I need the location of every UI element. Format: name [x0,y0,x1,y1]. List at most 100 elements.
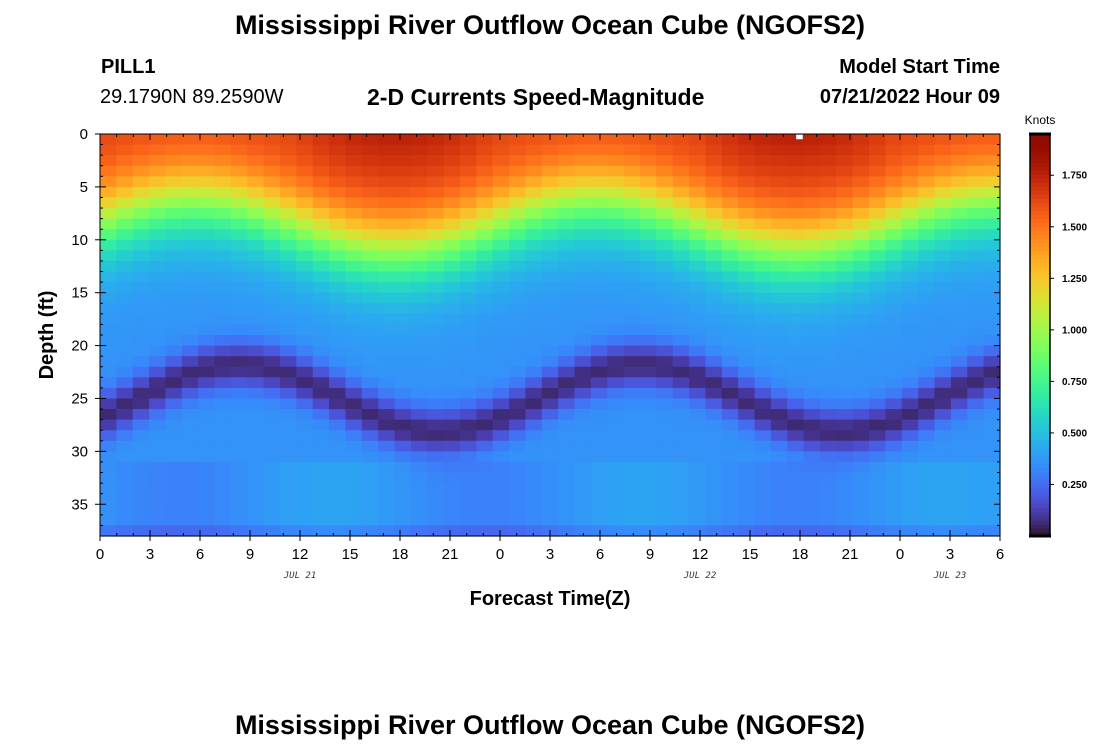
heatmap-cell [165,229,183,241]
heatmap-cell [509,398,527,410]
heatmap-cell [476,197,494,209]
heatmap-cell [803,197,821,209]
heatmap-cell [983,313,1001,326]
heatmap-cell [378,483,396,495]
heatmap-cell [689,483,707,495]
heatmap-cell [623,144,641,156]
heatmap-cell [198,345,216,357]
heatmap-cell [852,229,870,241]
heatmap-cell [787,440,805,452]
heatmap-cell [149,208,167,220]
heatmap-cell [280,356,297,368]
heatmap-cell [640,430,657,442]
heatmap-cell [672,282,690,294]
heatmap-cell [100,313,117,326]
heatmap-cell [672,250,690,262]
heatmap-cell [476,239,494,251]
heatmap-cell [689,134,707,146]
heatmap-cell [312,419,330,431]
heatmap-cell [983,335,1001,347]
heatmap-cell [312,451,330,463]
heatmap-cell [443,186,461,199]
heatmap-cell [803,229,821,241]
heatmap-cell [378,165,396,177]
heatmap-cell [950,387,968,400]
heatmap-cell [558,186,576,199]
heatmap-cell [689,176,707,188]
heatmap-cell [934,229,952,241]
heatmap-cell [149,419,167,431]
heatmap-cell [329,208,347,220]
heatmap-cell [460,208,477,220]
heatmap-cell [509,134,527,146]
heatmap-cell [754,461,772,474]
heatmap-cell [623,229,641,241]
heatmap-cell [901,472,919,484]
heatmap-cell [165,335,183,347]
colorbar-swatch [1030,423,1050,428]
heatmap-cell [214,282,232,294]
heatmap-cell [263,324,281,336]
heatmap-cell [934,218,952,230]
heatmap-cell [378,493,396,505]
heatmap-cell [869,461,887,474]
heatmap-cell [509,525,527,537]
heatmap-cell [410,472,428,484]
heatmap-cell [672,229,690,241]
heatmap-cell [345,430,363,442]
heatmap-cell [280,335,297,347]
heatmap-cell [427,176,445,188]
heatmap-cell [263,208,281,220]
heatmap-cell [345,303,363,315]
colorbar-swatch [1030,302,1050,308]
heatmap-cell [803,176,821,188]
heatmap-cell [901,483,919,495]
heatmap-cell [230,419,248,431]
heatmap-cell [574,419,592,431]
heatmap-cell [116,366,134,378]
colorbar-swatch [1030,190,1050,195]
heatmap-cell [558,208,576,220]
heatmap-cell [983,366,1001,378]
heatmap-cell [509,260,527,273]
heatmap-cell [721,313,739,326]
heatmap-cell [443,260,461,273]
heatmap-cell [721,398,739,410]
heatmap-cell [345,493,363,505]
heatmap-cell [296,282,314,294]
heatmap-cell [934,387,952,400]
heatmap-cell [705,345,723,357]
heatmap-cell [116,282,134,294]
heatmap-cell [509,514,527,527]
heatmap-cell [705,335,723,347]
heatmap-cell [901,229,919,241]
heatmap-cell [852,440,870,452]
heatmap-cell [640,271,657,283]
heatmap-cell [345,451,363,463]
heatmap-cell [918,472,936,484]
heatmap-cell [689,451,707,463]
heatmap-cell [689,282,707,294]
heatmap-cell [656,313,674,326]
heatmap-cell [885,440,903,452]
heatmap-cell [656,366,674,378]
heatmap-cell [640,493,657,505]
heatmap-cell [116,260,134,273]
heatmap-cell [721,409,739,421]
heatmap-cell [705,483,723,495]
heatmap-cell [198,335,216,347]
heatmap-cell [885,451,903,463]
heatmap-cell [427,155,445,167]
heatmap-cell [263,186,281,199]
colorbar-swatch [1030,170,1050,175]
heatmap-cell [509,239,527,251]
heatmap-cell [378,208,396,220]
heatmap-cell [803,504,821,516]
x-tick-label: 18 [792,546,809,563]
heatmap-cell [100,282,117,294]
heatmap-cell [738,377,756,389]
heatmap-cell [656,430,674,442]
heatmap-cell [983,260,1001,273]
heatmap-cell [820,292,837,304]
colorbar-swatch [1030,479,1050,485]
